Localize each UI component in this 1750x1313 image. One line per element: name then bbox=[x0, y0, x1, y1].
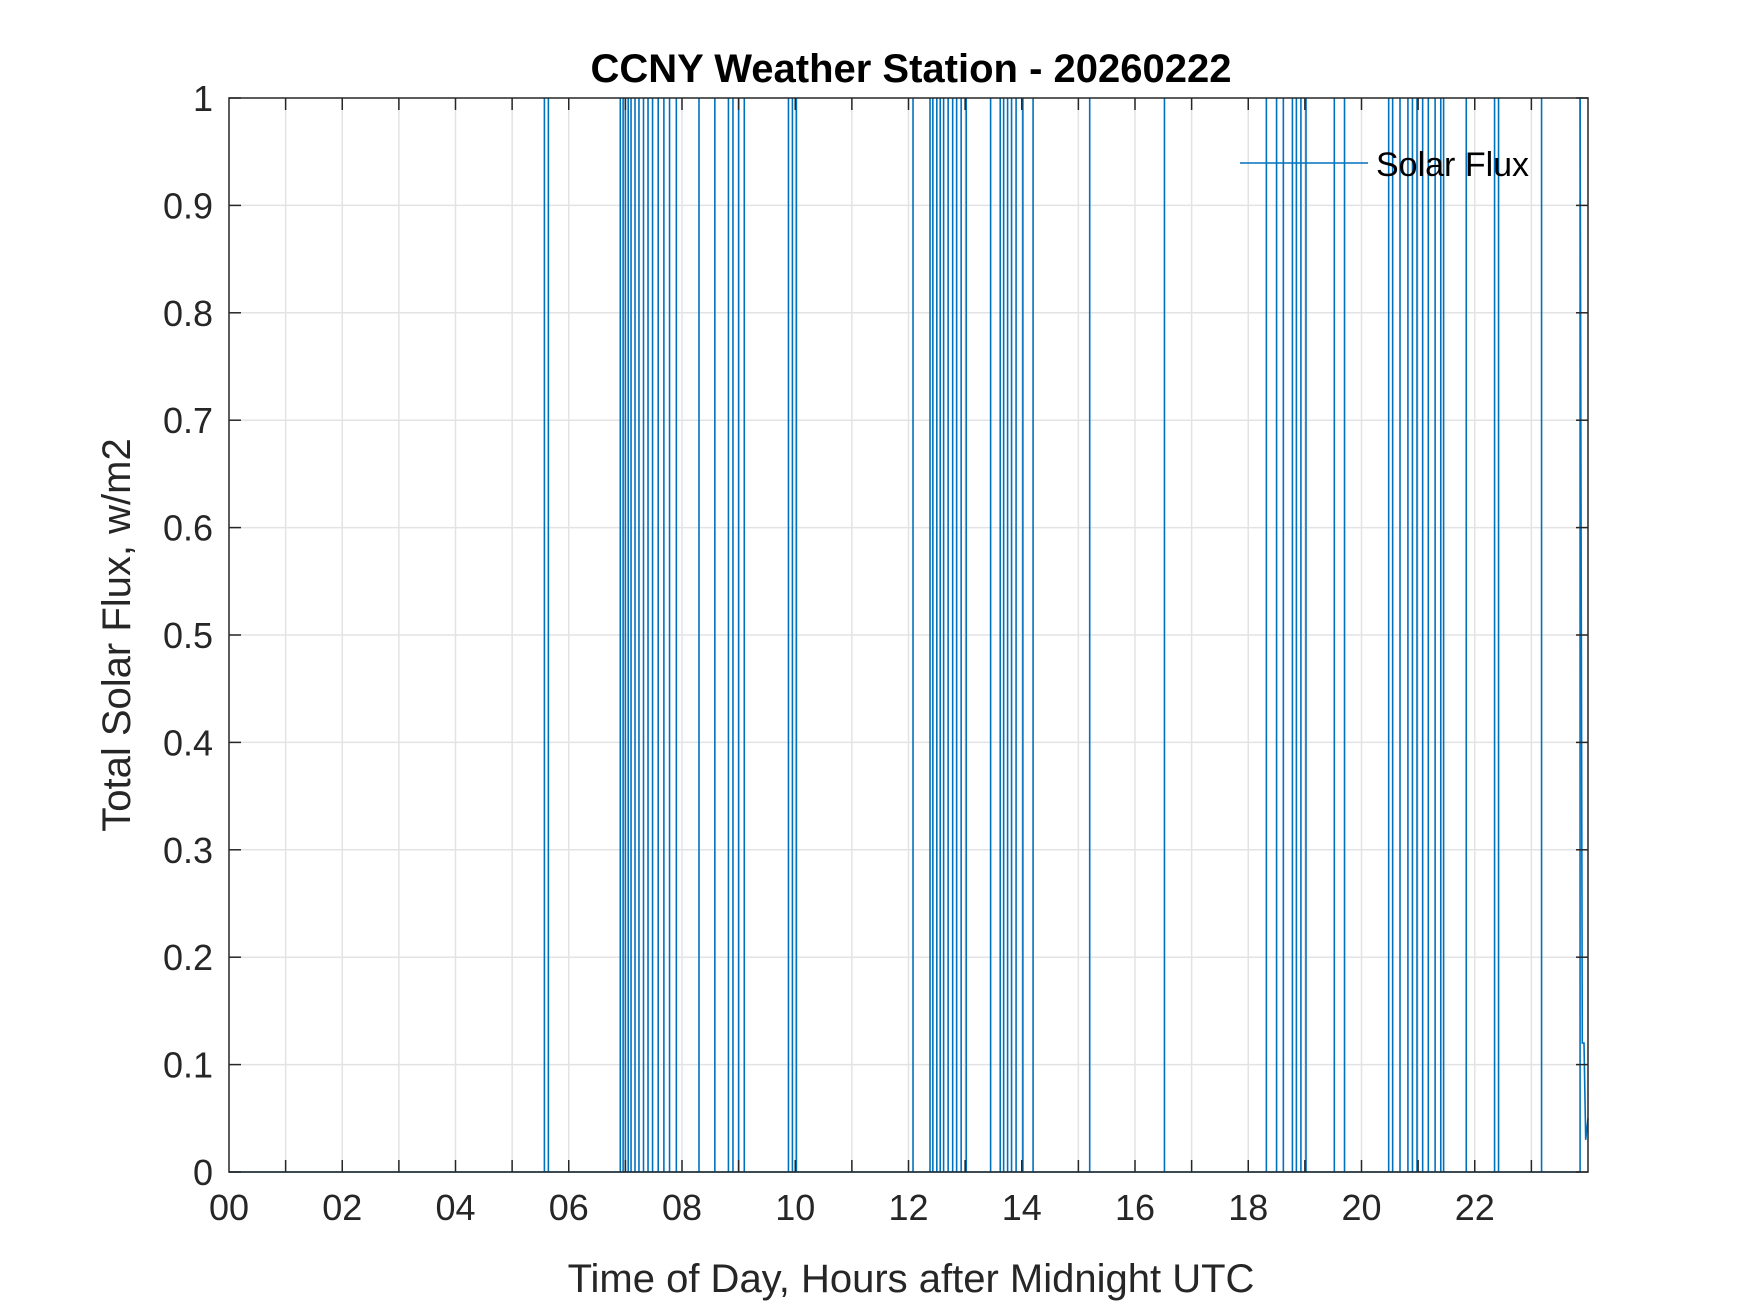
chart-title: CCNY Weather Station - 20260222 bbox=[591, 47, 1232, 91]
y-tick-label: 0.3 bbox=[163, 830, 213, 871]
data-series bbox=[229, 97, 1589, 1173]
x-axis-label: Time of Day, Hours after Midnight UTC bbox=[568, 1257, 1255, 1301]
y-tick-label: 0.8 bbox=[163, 293, 213, 334]
x-tick-label: 04 bbox=[435, 1187, 475, 1228]
x-tick-label: 22 bbox=[1455, 1187, 1495, 1228]
y-tick-label: 0.5 bbox=[163, 615, 213, 656]
x-tick-label: 18 bbox=[1228, 1187, 1268, 1228]
x-tick-label: 10 bbox=[775, 1187, 815, 1228]
legend: Solar Flux bbox=[1240, 146, 1529, 184]
y-tick-label: 0.1 bbox=[163, 1045, 213, 1086]
y-tick-label: 0.9 bbox=[163, 185, 213, 226]
x-tick-label: 06 bbox=[549, 1187, 589, 1228]
y-tick-label: 0.6 bbox=[163, 508, 213, 549]
y-tick-label: 0.7 bbox=[163, 400, 213, 441]
grid bbox=[229, 98, 1588, 1172]
flux-tail bbox=[1579, 97, 1589, 1140]
y-tick-label: 0.4 bbox=[163, 722, 213, 763]
x-tick-label: 16 bbox=[1115, 1187, 1155, 1228]
x-tick-label: 00 bbox=[209, 1187, 249, 1228]
x-tick-label: 02 bbox=[322, 1187, 362, 1228]
x-tick-labels: 00 02 04 06 08 10 12 14 16 18 20 22 bbox=[209, 1187, 1495, 1228]
y-tick-label: 0 bbox=[193, 1152, 213, 1193]
y-tick-label: 1 bbox=[193, 78, 213, 119]
x-tick-label: 14 bbox=[1002, 1187, 1042, 1228]
x-tick-label: 20 bbox=[1341, 1187, 1381, 1228]
legend-label-solar-flux: Solar Flux bbox=[1376, 146, 1529, 184]
y-tick-labels: 0 0.1 0.2 0.3 0.4 0.5 0.6 0.7 0.8 0.9 1 bbox=[163, 78, 213, 1193]
y-axis-label: Total Solar Flux, w/m2 bbox=[95, 438, 139, 831]
tick-marks bbox=[229, 97, 1588, 1173]
y-tick-label: 0.2 bbox=[163, 937, 213, 978]
x-tick-label: 08 bbox=[662, 1187, 702, 1228]
x-tick-label: 12 bbox=[888, 1187, 928, 1228]
